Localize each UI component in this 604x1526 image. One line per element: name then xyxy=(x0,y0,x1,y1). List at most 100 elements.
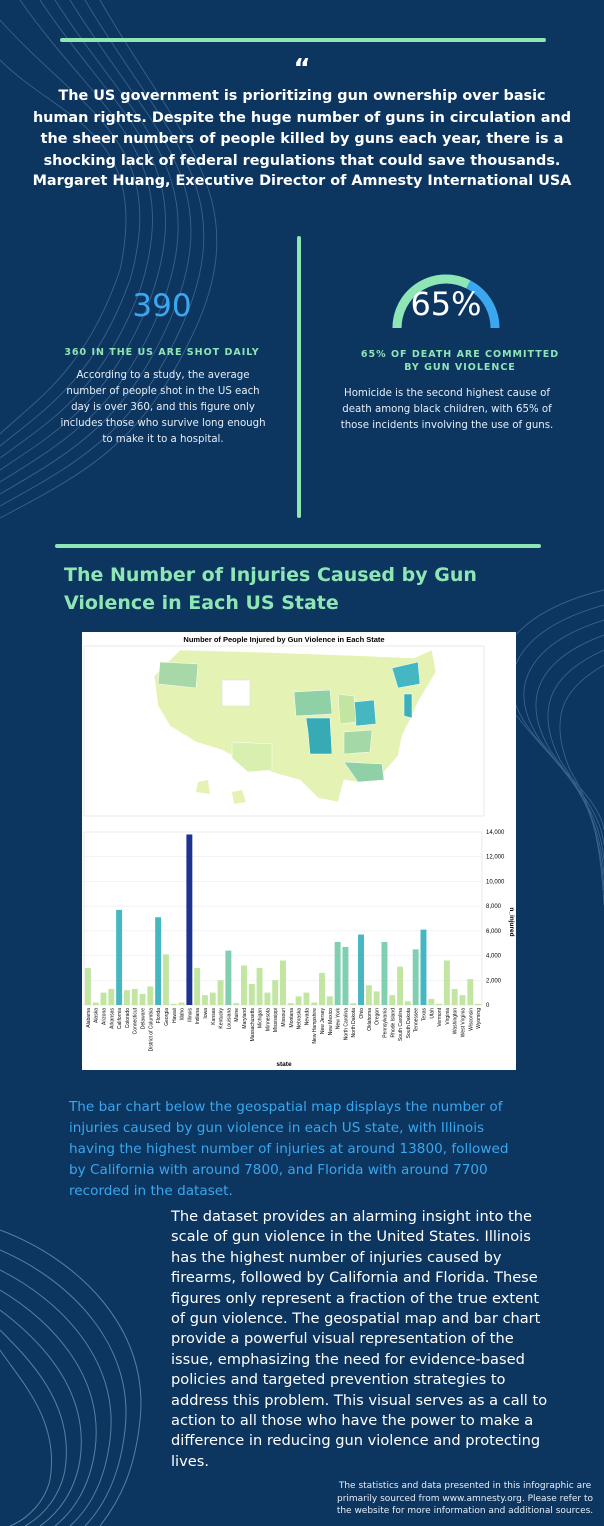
bar xyxy=(186,834,193,1005)
x-tick-label: Indiana xyxy=(195,1008,201,1025)
x-tick-label: California xyxy=(117,1008,123,1029)
y-tick-label: 4,000 xyxy=(486,954,502,960)
body-paragraph: The dataset provides an alarming insight… xyxy=(171,1208,548,1470)
x-tick-label: Maine xyxy=(234,1008,240,1022)
map-panel xyxy=(83,645,485,817)
x-tick-label: Hawaii xyxy=(172,1008,178,1023)
mid-divider xyxy=(55,544,541,548)
top-divider xyxy=(60,38,546,42)
bar xyxy=(264,992,271,1005)
bar xyxy=(225,950,232,1005)
x-tick-label: Kentucky xyxy=(219,1008,225,1029)
bar xyxy=(467,979,474,1005)
bar-plot: 0 2,000 4,000 6,000 8,000 10,000 12,000 14,000 A… xyxy=(83,830,505,1052)
x-tick-label: North Dakota xyxy=(351,1008,357,1038)
x-tick-label: Utah xyxy=(429,1008,435,1019)
bar xyxy=(350,1003,357,1005)
x-tick-label: New Mexico xyxy=(328,1008,334,1035)
bar xyxy=(147,986,154,1005)
bar xyxy=(108,988,115,1005)
y-tick-label: 8,000 xyxy=(486,904,502,910)
bar xyxy=(319,972,325,1005)
quote-text: The US government is prioritizing gun ow… xyxy=(32,88,572,169)
gauge-fill xyxy=(392,274,471,329)
x-tick-label: Idaho xyxy=(180,1008,186,1021)
stats-divider xyxy=(297,236,301,518)
chart-title: Number of People Injured by Gun Violence… xyxy=(183,635,384,644)
x-tick-label: Washington xyxy=(453,1008,459,1034)
bar xyxy=(358,934,364,1005)
x-tick-label: Rhode Island xyxy=(390,1008,396,1038)
chart-card: Number of People Injured by Gun Violence… xyxy=(82,632,516,1070)
x-tick-label: Virginia xyxy=(445,1008,451,1025)
bar xyxy=(116,909,123,1005)
x-tick-label: Louisiana xyxy=(226,1008,232,1030)
bar xyxy=(209,992,216,1005)
x-tick-label: Kansas xyxy=(211,1008,217,1025)
bar xyxy=(287,1003,294,1005)
y-axis-title: n_injured xyxy=(508,907,515,936)
x-tick-label: Tennessee xyxy=(414,1008,420,1032)
x-tick-label: Delaware xyxy=(141,1008,147,1029)
bar xyxy=(303,992,310,1005)
x-tick-label: Alabama xyxy=(86,1008,92,1028)
y-tick-label: 6,000 xyxy=(486,929,502,935)
x-tick-label: Mississippi xyxy=(273,1008,279,1032)
stat-left-number: 390 xyxy=(132,288,192,324)
bar xyxy=(459,995,466,1005)
x-tick-label: South Dakota xyxy=(406,1008,412,1039)
x-tick-label: Oregon xyxy=(375,1008,381,1025)
bar xyxy=(123,990,130,1005)
percentage-gauge xyxy=(392,274,500,329)
quote-attribution: Margaret Huang, Executive Director of Am… xyxy=(32,173,572,189)
x-tick-label: Texas xyxy=(421,1008,427,1022)
y-tick-label: 2,000 xyxy=(486,978,502,984)
x-tick-label: Arkansas xyxy=(109,1008,115,1029)
y-tick-label: 10,000 xyxy=(486,879,505,885)
y-tick-label: 12,000 xyxy=(486,855,505,861)
bar xyxy=(373,991,380,1005)
x-tick-label: Michigan xyxy=(258,1008,264,1028)
bar xyxy=(92,1002,99,1005)
bar xyxy=(162,954,169,1005)
source-footer: The statistics and data presented in thi… xyxy=(336,1481,594,1516)
bar xyxy=(365,985,372,1005)
x-tick-label: West Virginia xyxy=(460,1008,466,1037)
chart: Number of People Injured by Gun Violence… xyxy=(83,635,515,1068)
bar xyxy=(475,1003,482,1005)
bar xyxy=(100,992,107,1005)
stat-right-heading: 65% OF DEATH ARE COMMITTED BY GUN VIOLEN… xyxy=(360,349,560,373)
x-tick-label: Georgia xyxy=(164,1008,170,1026)
x-tick-label: South Carolina xyxy=(398,1008,404,1041)
bar xyxy=(131,988,138,1005)
bar xyxy=(155,917,162,1005)
bar xyxy=(178,1002,185,1005)
bar xyxy=(389,995,396,1005)
bar xyxy=(342,946,349,1005)
x-tick-label: New Hampshire xyxy=(312,1008,318,1044)
x-tick-label: District of Columbia xyxy=(148,1008,154,1052)
y-tick-label: 14,000 xyxy=(486,830,505,836)
bar xyxy=(397,966,404,1005)
bar xyxy=(194,967,201,1005)
gauge-label: 65% xyxy=(410,285,482,323)
bar xyxy=(272,980,279,1005)
x-tick-label: Montana xyxy=(289,1008,295,1028)
x-tick-label: New Jersey xyxy=(320,1008,326,1035)
x-tick-label: Nebraska xyxy=(297,1008,303,1030)
bar xyxy=(311,1002,318,1005)
stat-right-text: Homicide is the second highest cause of … xyxy=(340,388,554,431)
bar xyxy=(139,993,146,1005)
x-tick-label: Connecticut xyxy=(133,1007,139,1034)
x-tick-label: Missouri xyxy=(281,1008,287,1027)
x-tick-label: Minnesota xyxy=(265,1008,271,1031)
bar xyxy=(334,941,341,1005)
bar xyxy=(420,929,427,1005)
x-tick-label: Nevada xyxy=(304,1008,310,1025)
bar xyxy=(295,996,302,1005)
x-tick-label: Ohio xyxy=(359,1008,365,1019)
bar xyxy=(248,983,255,1005)
x-tick-label: New York xyxy=(336,1008,342,1030)
stat-left-text: According to a study, the average number… xyxy=(60,370,266,445)
stat-left-heading: 360 IN THE US ARE SHOT DAILY xyxy=(64,347,260,358)
